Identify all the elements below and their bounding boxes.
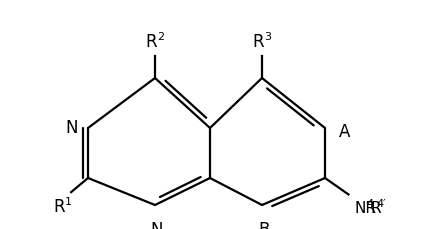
Text: 4′: 4′ [377,199,386,209]
Text: 2: 2 [158,32,165,42]
Text: 3: 3 [264,32,271,42]
Text: R: R [145,33,157,51]
Text: B: B [258,221,270,229]
Text: N: N [151,221,163,229]
Text: R: R [370,201,381,216]
Text: 4: 4 [367,199,374,209]
Text: N: N [66,119,78,137]
Text: NR: NR [355,201,377,216]
Text: A: A [339,123,350,141]
Text: R: R [53,198,65,216]
Text: 1: 1 [65,197,72,207]
Text: R: R [252,33,264,51]
